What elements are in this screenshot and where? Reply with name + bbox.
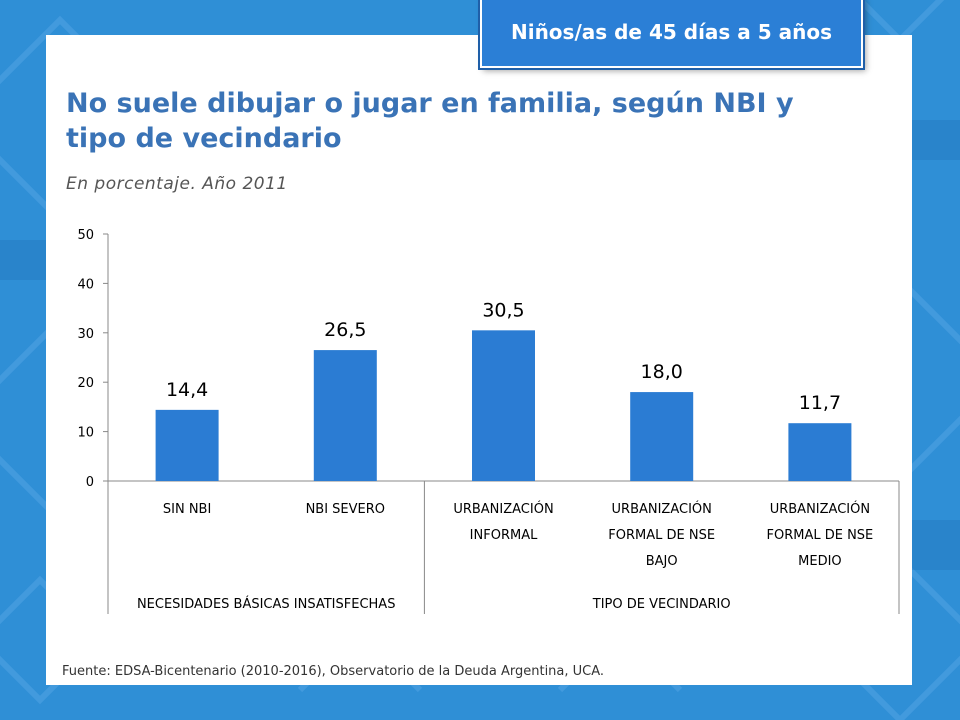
bar bbox=[472, 330, 535, 481]
y-tick-label: 30 bbox=[77, 327, 94, 342]
source-note: Fuente: EDSA-Bicentenario (2010-2016), O… bbox=[62, 664, 605, 679]
bar-data-label: 11,7 bbox=[799, 392, 841, 414]
y-tick-label: 50 bbox=[77, 228, 94, 243]
bar-data-label: 30,5 bbox=[482, 299, 524, 321]
x-category-label: MEDIO bbox=[798, 554, 842, 569]
x-category-label: FORMAL DE NSE bbox=[608, 528, 715, 543]
y-tick-label: 40 bbox=[77, 277, 94, 292]
age-group-badge: Niños/as de 45 días a 5 años bbox=[480, 0, 863, 68]
y-tick-label: 0 bbox=[86, 475, 94, 490]
y-tick-label: 10 bbox=[77, 426, 94, 441]
x-category-label: INFORMAL bbox=[470, 528, 538, 543]
x-category-label: URBANIZACIÓN bbox=[612, 501, 712, 517]
bar-data-label: 18,0 bbox=[641, 361, 683, 383]
y-tick-label: 20 bbox=[77, 376, 94, 391]
bar bbox=[155, 409, 219, 481]
bar bbox=[313, 350, 377, 481]
chart-subtitle: En porcentaje. Año 2011 bbox=[66, 174, 288, 194]
x-category-label: URBANIZACIÓN bbox=[770, 501, 870, 517]
chart-title: No suele dibujar o jugar en familia, seg… bbox=[66, 88, 794, 154]
bar-data-label: 14,4 bbox=[166, 379, 208, 401]
x-category-label: URBANIZACIÓN bbox=[453, 501, 553, 517]
bar-data-label: 26,5 bbox=[324, 319, 366, 341]
bar bbox=[788, 423, 852, 481]
group-label: TIPO DE VECINDARIO bbox=[592, 597, 731, 612]
x-category-label: FORMAL DE NSE bbox=[767, 528, 874, 543]
x-category-label: BAJO bbox=[646, 554, 678, 569]
x-category-label: NBI SEVERO bbox=[306, 502, 385, 517]
bar bbox=[630, 392, 694, 481]
x-category-label: SIN NBI bbox=[163, 502, 211, 517]
group-label: NECESIDADES BÁSICAS INSATISFECHAS bbox=[137, 596, 396, 612]
